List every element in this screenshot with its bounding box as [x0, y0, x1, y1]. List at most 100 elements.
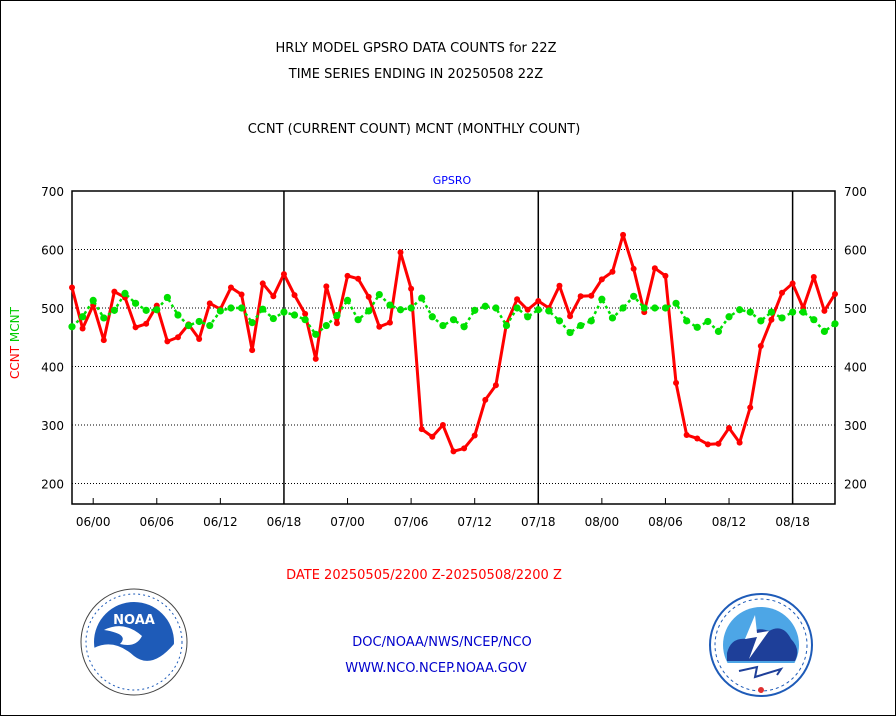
x-tick-label-7: 07/18 [521, 515, 556, 529]
data-point-mcnt-17 [248, 319, 256, 327]
data-point-mcnt-61 [714, 327, 723, 336]
data-point-mcnt-1 [78, 313, 87, 321]
data-point-mcnt-8 [153, 306, 161, 314]
data-point-mcnt-10 [174, 311, 182, 319]
data-point-ccnt-25 [333, 320, 340, 327]
data-point-mcnt-28 [365, 307, 373, 315]
data-point-mcnt-51 [608, 314, 617, 322]
data-point-mcnt-25 [333, 312, 341, 320]
data-point-mcnt-3 [100, 314, 108, 322]
data-point-mcnt-38 [471, 306, 479, 314]
data-point-ccnt-23 [312, 355, 319, 362]
x-tick-label-8: 08/00 [585, 515, 620, 529]
data-point-mcnt-20 [280, 308, 288, 316]
chart-title-line-2: TIME SERIES ENDING IN 20250508 22Z [288, 67, 544, 82]
data-point-mcnt-15 [227, 304, 235, 312]
data-point-ccnt-46 [556, 282, 563, 289]
data-point-mcnt-6 [131, 299, 140, 307]
data-point-mcnt-21 [290, 311, 299, 319]
data-point-ccnt-61 [715, 440, 722, 447]
data-point-ccnt-34 [429, 433, 436, 440]
data-point-ccnt-43 [524, 306, 531, 313]
data-point-ccnt-56 [662, 272, 669, 279]
data-point-mcnt-37 [460, 323, 468, 331]
data-point-ccnt-70 [810, 274, 817, 281]
x-tick-label-5: 07/06 [394, 515, 429, 529]
data-point-mcnt-23 [312, 330, 320, 338]
data-point-mcnt-26 [343, 296, 352, 305]
data-point-mcnt-11 [184, 321, 193, 330]
data-point-mcnt-60 [704, 317, 712, 326]
y-tick-label-right-300: 300 [844, 419, 867, 433]
data-point-mcnt-27 [354, 316, 362, 324]
data-point-mcnt-4 [110, 306, 118, 314]
y-tick-label-left-200: 200 [41, 478, 64, 492]
y-tick-label-left-600: 600 [41, 244, 64, 258]
y-tick-label-left-400: 400 [41, 361, 64, 375]
ylabel-mcnt: MCNT [8, 306, 22, 342]
x-tick-label-6: 07/12 [457, 515, 492, 529]
data-point-mcnt-58 [683, 317, 691, 325]
data-point-mcnt-30 [386, 301, 394, 309]
data-point-mcnt-12 [195, 317, 203, 326]
data-point-mcnt-47 [566, 328, 574, 337]
data-point-ccnt-27 [355, 275, 362, 282]
data-point-mcnt-71 [820, 327, 829, 336]
data-point-ccnt-68 [789, 280, 796, 287]
data-point-ccnt-13 [206, 300, 213, 307]
data-point-ccnt-31 [397, 249, 404, 256]
data-point-mcnt-16 [237, 304, 246, 312]
data-point-ccnt-51 [609, 268, 616, 275]
data-point-ccnt-58 [683, 431, 690, 438]
data-point-ccnt-7 [143, 320, 150, 327]
noaa-logo-text: NOAA [113, 613, 155, 628]
data-point-mcnt-65 [757, 317, 765, 325]
data-point-ccnt-66 [768, 316, 775, 323]
data-point-ccnt-6 [132, 324, 139, 331]
x-tick-label-0: 06/00 [76, 515, 111, 529]
data-point-ccnt-42 [514, 296, 521, 303]
data-point-mcnt-49 [587, 317, 595, 325]
data-point-ccnt-17 [249, 347, 256, 354]
data-point-ccnt-18 [259, 280, 266, 287]
plot-area: 200 200 300 300 400 400 500 500 600 600 700 700 06/0… [41, 185, 867, 529]
data-point-mcnt-24 [322, 321, 330, 330]
data-point-mcnt-14 [216, 307, 224, 315]
data-point-mcnt-29 [375, 290, 383, 299]
data-point-ccnt-48 [577, 293, 584, 300]
nws-logo-icon [709, 593, 813, 697]
data-point-mcnt-13 [206, 321, 214, 330]
data-point-mcnt-18 [259, 305, 267, 313]
data-point-ccnt-30 [386, 319, 393, 326]
noaa-logo-icon: NOAA [80, 588, 188, 696]
data-point-mcnt-34 [428, 313, 436, 321]
data-point-ccnt-16 [238, 291, 245, 298]
data-point-ccnt-65 [757, 343, 764, 350]
data-point-mcnt-59 [693, 323, 701, 331]
y-tick-label-left-700: 700 [41, 185, 64, 199]
data-point-mcnt-50 [598, 295, 606, 303]
data-point-ccnt-29 [376, 323, 383, 330]
data-point-ccnt-39 [482, 396, 489, 403]
data-point-mcnt-9 [163, 293, 171, 302]
data-point-ccnt-28 [365, 293, 372, 300]
data-point-mcnt-53 [630, 292, 638, 300]
data-point-mcnt-2 [89, 296, 97, 305]
data-point-mcnt-52 [619, 304, 627, 312]
data-point-ccnt-19 [270, 293, 277, 300]
data-point-ccnt-0 [69, 284, 75, 291]
data-point-mcnt-40 [492, 304, 500, 312]
y-tick-label-right-200: 200 [844, 478, 867, 492]
data-point-mcnt-35 [439, 321, 447, 330]
y-tick-label-left-300: 300 [41, 419, 64, 433]
data-point-ccnt-12 [196, 336, 203, 343]
data-point-mcnt-7 [142, 306, 150, 314]
data-point-mcnt-42 [513, 304, 521, 312]
chart-title-line-1: HRLY MODEL GPSRO DATA COUNTS for 22Z [276, 41, 557, 56]
x-tick-label-2: 06/12 [203, 515, 238, 529]
data-point-ccnt-52 [620, 231, 627, 238]
data-point-ccnt-33 [418, 426, 425, 433]
y-tick-label-right-600: 600 [844, 244, 867, 258]
svg-text:CCNT MCNT: CCNT MCNT [8, 306, 22, 379]
data-point-mcnt-0 [68, 323, 76, 331]
